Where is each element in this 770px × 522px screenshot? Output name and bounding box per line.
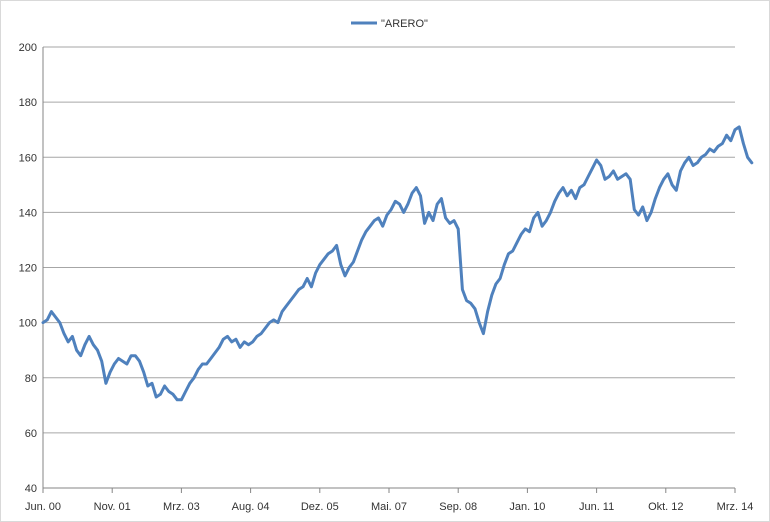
x-axis-ticks: Jun. 00 Nov. 01 Mrz. 03 Aug. 04 Dez. 05 Mai. … <box>25 488 753 513</box>
y-axis-ticks: 40 60 80 100 120 140 160 180 200 <box>19 42 37 495</box>
x-tick-label: Mai. 07 <box>371 501 407 513</box>
x-tick-label: Aug. 04 <box>232 501 270 513</box>
series-layer <box>41 125 754 402</box>
x-tick-label: Jan. 10 <box>509 501 545 513</box>
x-tick-label: Sep. 08 <box>439 501 477 513</box>
x-tick-label: Mrz. 03 <box>163 501 200 513</box>
legend: "ARERO" <box>351 18 428 30</box>
y-tick-label: 80 <box>25 373 37 385</box>
y-tick-label: 60 <box>25 428 37 440</box>
gridlines <box>43 46 735 489</box>
x-tick-label: Jun. 11 <box>579 501 614 513</box>
y-tick-label: 120 <box>19 263 37 275</box>
x-tick-label: Dez. 05 <box>301 501 339 513</box>
y-tick-label: 200 <box>19 42 37 54</box>
y-tick-label: 100 <box>19 318 37 330</box>
x-tick-label: Okt. 12 <box>648 501 683 513</box>
x-tick-label: Mrz. 14 <box>717 501 754 513</box>
series-line-0 <box>41 125 754 402</box>
y-tick-label: 180 <box>19 97 37 109</box>
y-tick-label: 40 <box>25 483 37 495</box>
y-tick-label: 140 <box>19 207 37 219</box>
y-tick-label: 160 <box>19 152 37 164</box>
legend-label: "ARERO" <box>381 18 428 30</box>
x-tick-label: Jun. 00 <box>25 501 61 513</box>
x-tick-label: Nov. 01 <box>94 501 131 513</box>
